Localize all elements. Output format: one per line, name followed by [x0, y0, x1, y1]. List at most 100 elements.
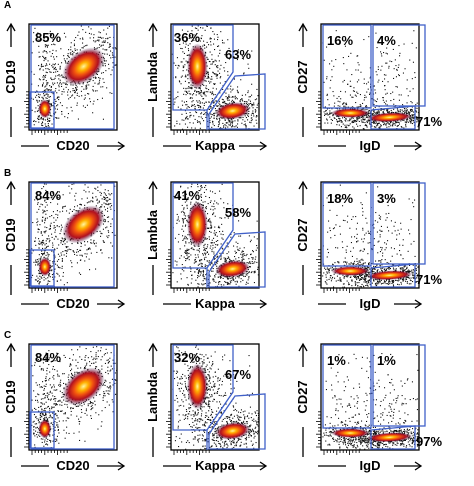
density-hotspot [330, 428, 370, 438]
x-axis-label: Kappa [195, 138, 236, 153]
x-axis-title: IgD [318, 458, 423, 473]
gate-naive [370, 425, 416, 450]
arrow-up-icon [148, 342, 158, 352]
gate-negative [29, 91, 55, 129]
x-axis-title: CD20 [21, 296, 126, 311]
arrow-up-icon [6, 342, 16, 352]
gate-memory-switched [322, 344, 372, 429]
dot-plot-panel: 84% CD20 CD19 [3, 180, 126, 311]
gate-lambda [172, 24, 234, 111]
y-axis-title: CD27 [295, 180, 310, 295]
dot-plot-panel: 41% 58% Kappa Lambda [145, 180, 268, 311]
gate-percentage: 1% [327, 353, 346, 368]
y-axis-title: Lambda [145, 342, 160, 457]
arrow-right-icon [259, 299, 268, 309]
x-axis-label: Kappa [195, 296, 236, 311]
gate-percentage: 97% [416, 434, 442, 449]
dot-plot-panel: 32% 67% Kappa Lambda [145, 342, 268, 473]
arrow-right-icon [259, 461, 268, 471]
gate-percentage: 67% [225, 367, 251, 382]
density-hotspot [215, 422, 250, 440]
gate-kappa [208, 393, 266, 450]
y-axis-title: Lambda [145, 22, 160, 137]
density-hotspot [187, 43, 208, 90]
axis-ticks [166, 91, 210, 135]
gate-memory-switched [322, 24, 372, 109]
x-axis-title: IgD [318, 296, 423, 311]
y-axis-label: CD19 [3, 218, 18, 251]
gate-percentage: 58% [225, 205, 251, 220]
y-axis-label: CD19 [3, 60, 18, 93]
dot-plot-panel: 36% 63% Kappa Lambda [145, 22, 268, 153]
gate-percentage: 36% [174, 30, 200, 45]
gate-percentage: 71% [416, 272, 442, 287]
plot-frame [170, 343, 260, 451]
arrow-right-icon [117, 461, 126, 471]
density-hotspot [366, 112, 413, 123]
y-axis-title: CD19 [3, 180, 18, 295]
x-axis-title: Kappa [163, 458, 268, 473]
density-hotspot [366, 432, 413, 443]
gate-b-cells [30, 344, 115, 450]
density-hotspot [330, 108, 370, 118]
axis-ticks [316, 91, 360, 135]
arrow-right-icon [117, 299, 126, 309]
gate-memory-switched [322, 182, 372, 267]
y-axis-title: Lambda [145, 180, 160, 295]
arrow-right-icon [117, 141, 126, 151]
dot-plot-panel: 85% CD20 CD19 [3, 22, 126, 153]
gate-b-cells [30, 24, 115, 130]
arrow-up-icon [6, 22, 16, 32]
plot-frame [320, 23, 420, 131]
plot-frame [28, 181, 118, 289]
plot-frame [28, 343, 118, 451]
gate-percentage: 18% [327, 191, 353, 206]
gate-lambda [172, 182, 234, 269]
dot-plot-panel: 16% 4% 71% IgD CD27 [295, 22, 442, 153]
density-hotspot [187, 201, 208, 248]
x-axis-title: Kappa [163, 296, 268, 311]
y-axis-label: Lambda [145, 51, 160, 102]
gate-b-cells [30, 182, 115, 288]
y-axis-title: CD27 [295, 22, 310, 137]
density-hotspot [62, 205, 105, 244]
density-hotspot [215, 102, 250, 120]
density-hotspot [38, 419, 52, 439]
x-axis-label: IgD [360, 296, 381, 311]
arrow-up-icon [6, 180, 16, 190]
x-axis-title: CD20 [21, 138, 126, 153]
axis-ticks [316, 411, 360, 455]
arrow-up-icon [148, 180, 158, 190]
dot-plot-panel: 18% 3% 71% IgD CD27 [295, 180, 442, 311]
gate-negative [29, 411, 55, 449]
arrow-up-icon [298, 22, 308, 32]
y-axis-label: Lambda [145, 371, 160, 422]
y-axis-label: CD27 [295, 380, 310, 413]
arrow-right-icon [259, 141, 268, 151]
y-axis-title: CD19 [3, 22, 18, 137]
x-axis-label: CD20 [56, 296, 89, 311]
plot-frame [170, 181, 260, 289]
gate-percentage: 71% [416, 114, 442, 129]
y-axis-label: CD19 [3, 380, 18, 413]
gate-percentage: 85% [35, 30, 61, 45]
x-axis-title: CD20 [21, 458, 126, 473]
density-hotspot [187, 363, 208, 410]
gate-percentage: 84% [35, 350, 61, 365]
density-hotspot [330, 266, 370, 276]
gate-naive [370, 105, 416, 130]
axis-ticks [166, 249, 210, 293]
axis-ticks [166, 411, 210, 455]
gate-negative [29, 249, 55, 287]
density-hotspot [62, 47, 105, 86]
gate-lambda [172, 344, 234, 431]
gate-memory-unswitched [372, 24, 426, 107]
arrow-up-icon [298, 180, 308, 190]
dot-plot-panel: 1% 1% 97% IgD CD27 [295, 342, 442, 473]
density-hotspot [366, 270, 413, 281]
arrow-up-icon [148, 22, 158, 32]
gate-percentage: 16% [327, 33, 353, 48]
y-axis-label: CD27 [295, 60, 310, 93]
axis-ticks [24, 249, 68, 293]
